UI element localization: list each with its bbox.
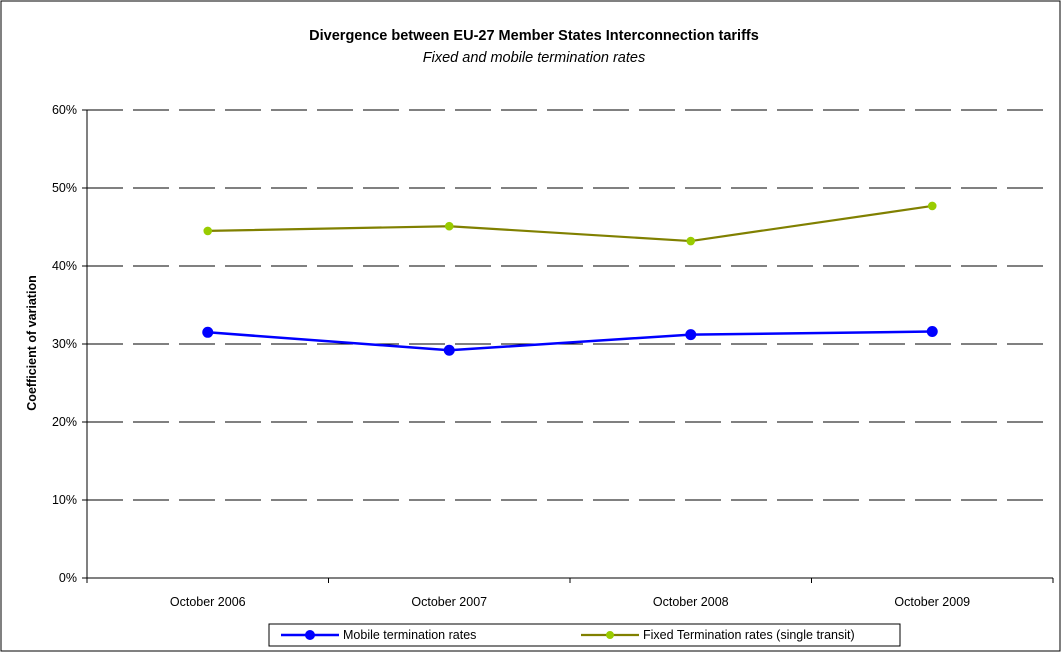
data-point — [927, 201, 937, 211]
legend-label: Fixed Termination rates (single transit) — [643, 628, 855, 642]
data-point — [686, 236, 696, 246]
legend-label: Mobile termination rates — [343, 628, 476, 642]
x-tick-labels: October 2006 October 2007 October 2008 Octo… — [170, 595, 970, 609]
chart-subtitle: Fixed and mobile termination rates — [423, 50, 645, 66]
data-point — [926, 326, 938, 338]
series-group — [202, 201, 938, 356]
y-tick-label: 30% — [52, 337, 77, 351]
legend-marker — [305, 630, 315, 640]
y-tick-labels: 0% 10% 20% 30% 40% 50% 60% — [52, 103, 77, 585]
data-point — [444, 221, 454, 231]
data-point — [203, 226, 213, 236]
y-tick-label: 60% — [52, 103, 77, 117]
y-tick-label: 20% — [52, 415, 77, 429]
gridlines — [87, 109, 1053, 501]
x-tick-label: October 2009 — [894, 595, 970, 609]
y-tick-label: 40% — [52, 259, 77, 273]
series-2 — [203, 201, 937, 246]
x-tick-label: October 2006 — [170, 595, 246, 609]
data-point — [202, 326, 214, 338]
series-line — [207, 330, 933, 352]
y-tick-label: 10% — [52, 493, 77, 507]
series-line — [207, 204, 933, 243]
data-point — [443, 344, 455, 356]
legend: Mobile termination rates Fixed Terminatio… — [268, 623, 901, 647]
axes — [82, 109, 1054, 583]
series-1 — [202, 326, 938, 356]
chart-title: Divergence between EU-27 Member States I… — [309, 28, 759, 44]
x-tick-label: October 2008 — [653, 595, 729, 609]
y-tick-label: 0% — [59, 571, 77, 585]
legend-items: Mobile termination rates Fixed Terminatio… — [281, 628, 855, 642]
y-axis-title: Coefficient of variation — [25, 275, 39, 410]
y-tick-label: 50% — [52, 181, 77, 195]
legend-marker — [606, 631, 614, 639]
data-point — [685, 329, 697, 341]
x-tick-label: October 2007 — [411, 595, 487, 609]
